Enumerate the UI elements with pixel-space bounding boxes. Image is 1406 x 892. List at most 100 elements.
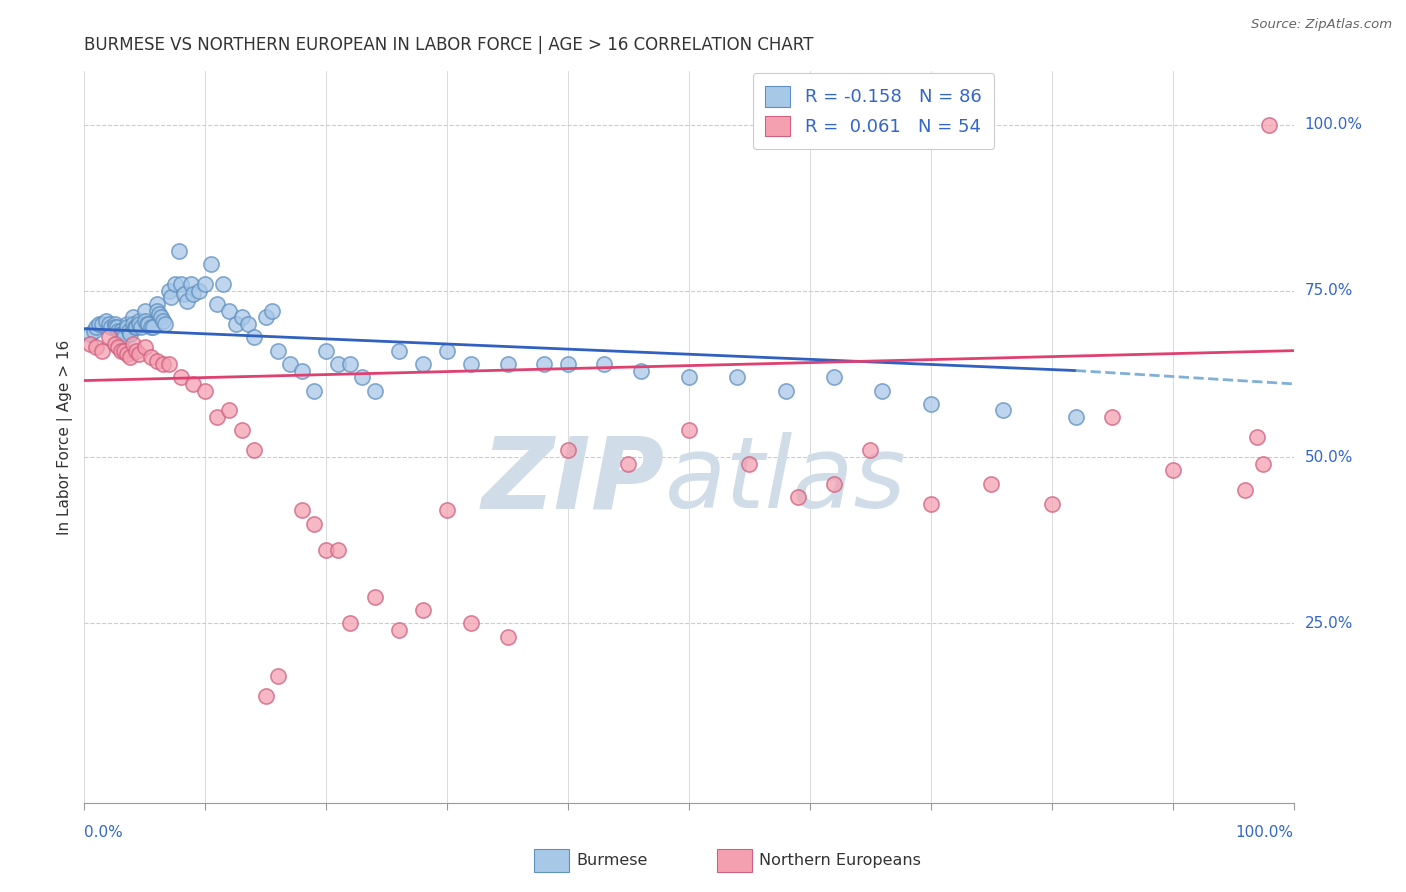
Point — [121, 337, 143, 351]
Point — [920, 397, 942, 411]
Point — [363, 590, 385, 604]
Point — [1040, 497, 1063, 511]
Point — [533, 357, 555, 371]
Point — [388, 623, 411, 637]
Point — [872, 384, 894, 398]
Point — [181, 287, 204, 301]
Point — [302, 516, 325, 531]
Point — [91, 343, 114, 358]
Point — [107, 324, 129, 338]
Point — [142, 320, 165, 334]
Point — [328, 543, 350, 558]
Point — [110, 343, 132, 358]
Point — [118, 324, 141, 338]
Point — [254, 690, 277, 704]
Point — [267, 343, 290, 358]
Point — [1251, 457, 1274, 471]
Point — [218, 303, 240, 318]
Point — [128, 314, 150, 328]
Point — [412, 603, 434, 617]
Point — [291, 503, 314, 517]
Point — [120, 351, 142, 365]
Point — [134, 340, 156, 354]
Point — [152, 357, 174, 371]
Point — [352, 370, 374, 384]
Point — [146, 303, 169, 318]
Point — [460, 357, 482, 371]
Point — [104, 320, 127, 334]
Text: 25.0%: 25.0% — [1305, 615, 1353, 631]
Point — [1258, 118, 1281, 132]
Point — [412, 357, 434, 371]
Point — [678, 424, 700, 438]
Point — [110, 324, 132, 338]
Point — [260, 303, 283, 318]
Point — [138, 317, 160, 331]
Point — [993, 403, 1015, 417]
Point — [630, 363, 652, 377]
Point — [363, 384, 385, 398]
Point — [121, 310, 143, 325]
Text: 100.0%: 100.0% — [1236, 825, 1294, 840]
Point — [115, 320, 138, 334]
Point — [181, 376, 204, 391]
Point — [170, 370, 193, 384]
Text: 75.0%: 75.0% — [1305, 284, 1353, 298]
Point — [112, 330, 135, 344]
Point — [496, 630, 519, 644]
Point — [242, 443, 264, 458]
Point — [155, 317, 177, 331]
Point — [339, 357, 361, 371]
Point — [148, 307, 170, 321]
Point — [167, 244, 190, 258]
Point — [128, 317, 150, 331]
Point — [980, 476, 1002, 491]
Point — [120, 326, 142, 341]
Text: Source: ZipAtlas.com: Source: ZipAtlas.com — [1251, 18, 1392, 31]
Point — [170, 277, 193, 292]
Point — [225, 317, 247, 331]
Point — [139, 320, 162, 334]
Point — [212, 277, 235, 292]
Point — [218, 403, 240, 417]
Point — [1246, 430, 1268, 444]
Point — [200, 257, 222, 271]
Point — [920, 497, 942, 511]
Point — [267, 669, 290, 683]
Point — [163, 277, 186, 292]
Point — [129, 320, 152, 334]
Point — [207, 297, 229, 311]
Point — [180, 277, 202, 292]
Point — [83, 324, 105, 338]
Point — [278, 357, 301, 371]
Point — [125, 320, 148, 334]
Point — [725, 370, 748, 384]
Point — [146, 353, 169, 368]
Point — [460, 616, 482, 631]
Point — [236, 317, 259, 331]
Point — [79, 326, 101, 341]
Point — [786, 490, 808, 504]
Text: 50.0%: 50.0% — [1305, 450, 1353, 465]
Point — [100, 320, 122, 334]
Y-axis label: In Labor Force | Age > 16: In Labor Force | Age > 16 — [58, 340, 73, 534]
Point — [104, 317, 127, 331]
Point — [176, 293, 198, 308]
Point — [157, 284, 180, 298]
Point — [557, 357, 579, 371]
Text: atlas: atlas — [665, 433, 907, 530]
Point — [436, 503, 458, 517]
Point — [291, 363, 314, 377]
Text: BURMESE VS NORTHERN EUROPEAN IN LABOR FORCE | AGE > 16 CORRELATION CHART: BURMESE VS NORTHERN EUROPEAN IN LABOR FO… — [84, 36, 814, 54]
Point — [1064, 410, 1087, 425]
Point — [115, 347, 138, 361]
Point — [859, 443, 882, 458]
Point — [112, 326, 135, 341]
Point — [115, 317, 138, 331]
Point — [242, 330, 264, 344]
Point — [121, 317, 143, 331]
Point — [160, 290, 183, 304]
Text: Northern Europeans: Northern Europeans — [759, 854, 921, 868]
Point — [97, 330, 120, 344]
Text: 0.0%: 0.0% — [84, 825, 124, 840]
